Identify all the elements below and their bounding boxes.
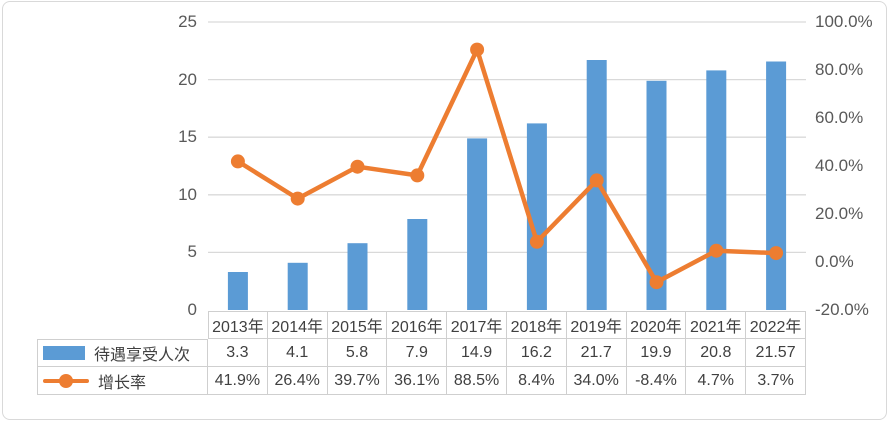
growth-value-cell: 3.7% [746,367,806,395]
bar-2017年 [467,138,488,310]
bar-value-cell: 19.9 [626,339,687,367]
line-point-2015年 [350,159,365,174]
bar-value-cell: 4.1 [267,339,328,367]
bar-value-cell: 20.8 [686,339,747,367]
year-header-cell: 2020年 [626,311,687,339]
line-legend-swatch-icon [43,373,89,388]
right-axis-tick: 0.0% [815,252,854,271]
right-axis-tick: 40.0% [815,156,864,175]
growth-value-cell: 8.4% [506,367,567,395]
bar-value-cell: 16.2 [506,339,567,367]
bar-value-cell: 5.8 [327,339,388,367]
data-table: 2013年 2014年 2015年 2016年 2017年 2018年 2019年 2020年… [37,311,806,395]
year-header-cell: 2021年 [686,311,747,339]
line-point-2013年 [230,154,245,169]
left-axis-tick: 15 [178,127,197,147]
right-axis-tick: 100.0% [815,12,873,31]
line-point-2019年 [589,173,604,188]
year-header-cell: 2015年 [327,311,388,339]
bar-value-cell: 14.9 [447,339,507,367]
year-header-cell: 2019年 [566,311,627,339]
year-header-cell: 2016年 [387,311,448,339]
growth-value-cell: 41.9% [208,367,268,395]
right-axis-tick: -20.0% [815,300,869,319]
year-header-cell: 2017年 [447,311,507,339]
bar-legend-swatch-icon [43,346,85,360]
bar-2014年 [287,262,308,310]
growth-value-cell: 39.7% [327,367,388,395]
bar-2013年 [227,272,248,310]
growth-value-cell: -8.4% [626,367,687,395]
left-axis-tick: 0 [187,300,197,319]
growth-value-cell: 34.0% [566,367,627,395]
bar-series-legend-cell: 待遇享受人次 [37,339,208,367]
bar-value-cell: 3.3 [208,339,268,367]
line-point-2021年 [709,243,724,258]
left-axis-tick: 25 [178,12,197,31]
bar-2015年 [347,243,368,310]
bar-2016年 [407,219,428,310]
left-axis-tick: 5 [187,242,197,262]
line-point-2022年 [769,246,784,261]
bar-2020年 [646,80,667,310]
line-series-legend-cell: 增长率 [37,367,208,395]
bar-value-cell: 21.57 [746,339,806,367]
line-series-label: 增长率 [98,374,147,392]
bar-2021年 [706,70,727,311]
line-point-2014年 [290,191,305,206]
bar-series-label: 待遇享受人次 [94,347,191,364]
line-point-2017年 [470,42,485,57]
right-axis-tick: 60.0% [815,108,864,127]
growth-value-cell: 88.5% [447,367,507,395]
right-axis-tick: 20.0% [815,204,864,223]
growth-value-cell: 36.1% [387,367,448,395]
line-point-2018年 [529,234,544,249]
left-axis-tick: 10 [178,184,197,204]
left-axis-tick: 20 [178,69,197,89]
year-header-cell: 2022年 [746,311,806,339]
line-point-2016年 [410,168,425,183]
table-corner-spacer [37,311,208,339]
growth-value-cell: 26.4% [267,367,328,395]
growth-rate-line [235,47,779,285]
bar-value-cell: 7.9 [387,339,448,367]
right-axis-tick: 80.0% [815,60,864,79]
year-header-cell: 2018年 [506,311,567,339]
line-point-2020年 [649,275,664,290]
bar-value-cell: 21.7 [566,339,627,367]
year-header-cell: 2014年 [267,311,328,339]
year-header-cell: 2013年 [208,311,268,339]
bar-2022年 [766,61,787,310]
bar-2018年 [526,123,547,311]
growth-value-cell: 4.7% [686,367,747,395]
